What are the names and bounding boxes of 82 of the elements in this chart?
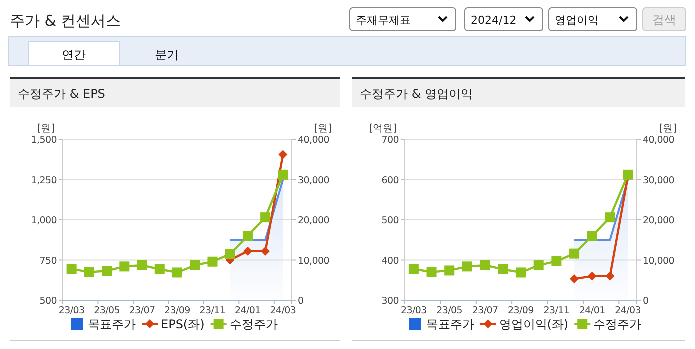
y-tick-label: 700 <box>382 135 400 146</box>
y-tick-label: 300 <box>382 296 400 307</box>
text: 영업이익 <box>555 14 599 27</box>
y-tick-label: 500 <box>382 216 400 226</box>
legend-label: 수정주가 <box>230 318 278 332</box>
y2-tick-label: 10,000 <box>643 256 675 267</box>
point <box>242 231 253 242</box>
point <box>552 256 562 266</box>
x-tick-label: 23/09 <box>508 306 534 316</box>
point <box>102 266 112 276</box>
point <box>84 267 94 278</box>
point <box>587 231 598 242</box>
text: 주가 & 컨센서스 <box>10 12 122 30</box>
point <box>190 260 200 270</box>
point <box>278 170 288 180</box>
point <box>137 260 148 270</box>
x-tick-label: 23/11 <box>544 306 570 316</box>
x-tick-label: 24/03 <box>615 306 642 316</box>
x-tick-label: 23/07 <box>472 306 498 316</box>
chart-title: 수정주가 & 영업이익 <box>360 87 473 101</box>
y-tick-label: 1,250 <box>31 175 58 186</box>
legend-label: 목표주가 <box>88 318 136 332</box>
y-tick-label: 1,000 <box>31 216 58 226</box>
text: 주재무제표 <box>356 14 411 27</box>
point <box>462 262 472 272</box>
legend-label: 영업이익(좌) <box>499 318 569 332</box>
point <box>225 249 236 260</box>
point <box>570 248 580 259</box>
point <box>172 268 182 278</box>
x-tick-label: 23/03 <box>400 306 428 316</box>
x-tick-label: 23/05 <box>94 306 120 316</box>
point <box>260 212 271 223</box>
legend-label: 수정주가 <box>594 318 642 332</box>
y2-tick-label: 30,000 <box>643 175 675 186</box>
point <box>154 264 165 275</box>
point <box>623 170 634 180</box>
text: 분기 <box>155 48 179 62</box>
y2-tick-label: 20,000 <box>298 216 330 226</box>
point <box>208 256 218 267</box>
y2-tick-label: 20,000 <box>643 216 675 226</box>
text: 2024/12 <box>471 14 517 27</box>
chart-title: 수정주가 & EPS <box>18 87 106 101</box>
y2-tick-label: 0 <box>298 296 304 307</box>
point <box>444 266 455 276</box>
point <box>66 264 77 274</box>
y-axis-title: [억원] <box>369 124 398 134</box>
y-tick-label: 750 <box>40 256 58 267</box>
y2-tick-label: 10,000 <box>298 256 330 267</box>
x-tick-label: 23/11 <box>200 306 226 316</box>
legend-label: EPS(좌) <box>161 318 205 332</box>
point <box>243 246 252 256</box>
text: 검색 <box>652 13 676 27</box>
point <box>408 264 419 274</box>
point <box>516 268 526 278</box>
x-tick-label: 24/03 <box>270 306 296 316</box>
text: 연간 <box>62 48 86 62</box>
y2-tick-label: 40,000 <box>643 135 675 146</box>
y-tick-label: 500 <box>40 296 58 307</box>
y2-axis-title: [원] <box>659 124 678 134</box>
point <box>480 260 490 270</box>
legend-label: 목표주가 <box>426 318 474 332</box>
x-tick-label: 24/01 <box>579 306 606 316</box>
x-tick-label: 23/09 <box>164 306 191 316</box>
y-tick-label: 400 <box>382 256 400 267</box>
point <box>278 150 288 160</box>
x-tick-label: 23/07 <box>129 306 156 316</box>
y-axis-title: [원] <box>37 124 56 134</box>
point <box>426 267 437 278</box>
point <box>261 246 270 256</box>
y2-tick-label: 30,000 <box>298 175 330 186</box>
y2-tick-label: 0 <box>643 296 649 307</box>
x-tick-label: 23/05 <box>436 306 463 316</box>
y2-tick-label: 40,000 <box>298 135 330 146</box>
x-tick-label: 23/03 <box>58 306 85 316</box>
x-tick-label: 24/01 <box>235 306 262 316</box>
point <box>534 260 544 270</box>
y-tick-label: 600 <box>382 175 400 186</box>
point <box>605 212 616 223</box>
point <box>120 262 130 272</box>
point <box>498 264 508 275</box>
y2-axis-title: [원] <box>314 124 332 134</box>
y-tick-label: 1,500 <box>31 135 58 146</box>
